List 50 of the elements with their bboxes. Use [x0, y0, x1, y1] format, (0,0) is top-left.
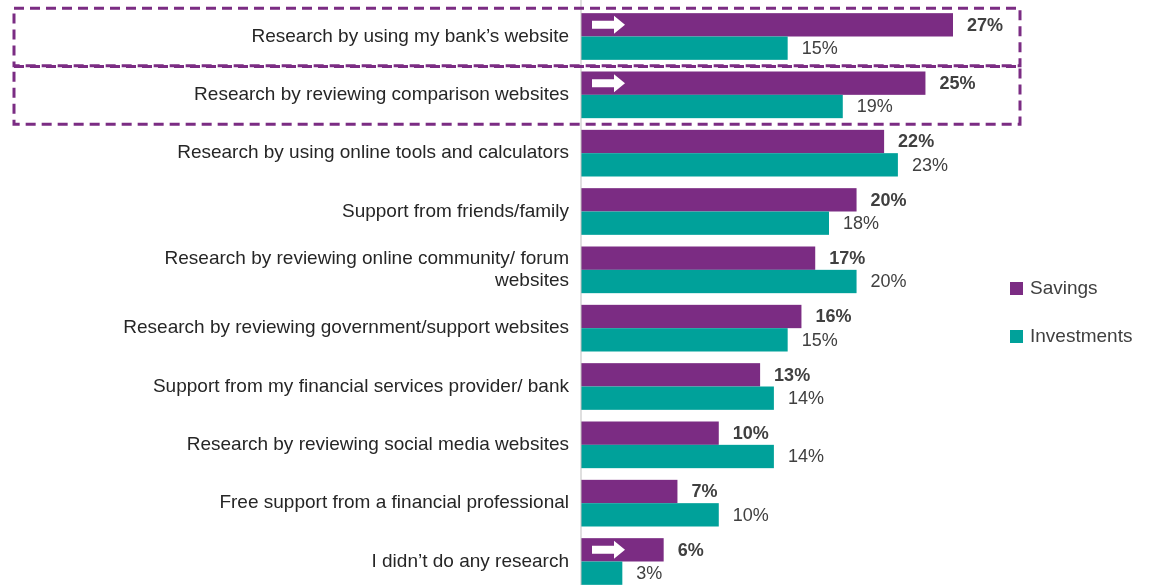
bar [581, 71, 926, 95]
data-label: 15% [801, 329, 838, 350]
y-tick-label: Research by using online tools and calculators [177, 141, 569, 163]
bar [581, 304, 802, 329]
data-label: 20% [870, 271, 907, 292]
data-label: 14% [787, 446, 824, 467]
y-tick-label: I didn’t do any research [371, 549, 569, 571]
bar [581, 386, 774, 410]
data-label: 17% [829, 247, 866, 268]
data-label: 10% [732, 504, 769, 525]
bar [581, 503, 719, 527]
bar [581, 153, 898, 177]
data-label: 6% [677, 539, 704, 560]
bar [581, 36, 788, 60]
data-label: 7% [691, 481, 718, 502]
legend-label: Investments [1030, 325, 1133, 347]
bar [581, 94, 843, 119]
data-label: 13% [774, 364, 811, 385]
bar [581, 479, 678, 504]
bar [581, 421, 719, 445]
bar [581, 188, 857, 212]
data-label: 27% [967, 14, 1004, 35]
data-label: 15% [801, 37, 838, 58]
bar [581, 13, 953, 37]
data-label: 14% [787, 387, 824, 408]
y-tick-label: Research by reviewing online community/ forum websites [164, 246, 569, 290]
data-label: 19% [856, 96, 893, 117]
y-tick-label: Research by using my bank’s website [251, 24, 569, 46]
y-tick-label: Support from friends/family [341, 199, 570, 221]
bar [581, 129, 885, 154]
bar [581, 246, 816, 270]
bar [581, 269, 857, 294]
data-label: 18% [843, 212, 880, 233]
y-tick-label: Free support from a financial professional [219, 491, 569, 513]
bar [581, 328, 788, 352]
bar [581, 444, 774, 469]
data-label: 23% [911, 154, 948, 175]
bar [581, 211, 829, 235]
data-label: 10% [732, 422, 769, 443]
y-tick-label: Support from my financial services provider/ bank [152, 374, 570, 396]
data-label: 25% [939, 72, 976, 93]
data-label: 16% [815, 306, 852, 327]
y-tick-label: Research by reviewing comparison websites [194, 82, 569, 104]
data-label: 20% [870, 189, 907, 210]
bar [581, 363, 761, 387]
y-tick-label: Research by reviewing social media websites [186, 432, 569, 454]
data-label: 22% [898, 131, 935, 152]
y-tick-label: Research by reviewing government/support websites [123, 316, 569, 338]
data-label: 3% [636, 562, 663, 583]
legend-label: Savings [1030, 277, 1098, 299]
